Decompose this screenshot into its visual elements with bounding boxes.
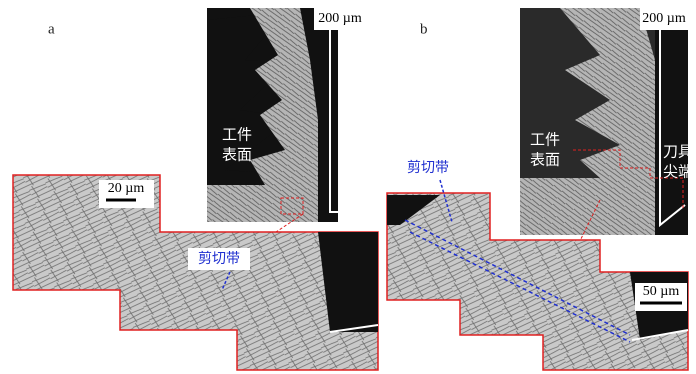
scale-bar-label: 20 µm <box>108 181 145 196</box>
scale-bar-label: 200 µm <box>318 11 362 26</box>
figure: 200 µm 工件 表面 刀具 尖端 20 µm 剪切带 a 200 µm 工件… <box>0 0 696 374</box>
workpiece-label: 工件 <box>222 126 252 144</box>
shear-band-label: 剪切带 <box>198 251 240 267</box>
shear-band-label: 剪切带 <box>407 160 449 176</box>
workpiece-label: 表面 <box>222 146 252 164</box>
panel-label: b <box>420 21 428 37</box>
panel-label: a <box>48 21 55 37</box>
tool-tip-label: 尖端 <box>338 164 368 182</box>
overview-a: 200 µm 工件 表面 刀具 尖端 <box>207 8 368 222</box>
workpiece-label: 工件 <box>530 131 560 149</box>
scale-bar-label: 50 µm <box>643 284 680 299</box>
tool-tip-label: 刀具 <box>663 143 693 161</box>
scale-bar-label: 200 µm <box>642 11 686 26</box>
tool-tip-label: 尖端 <box>663 163 693 181</box>
tool-tip-label: 刀具 <box>338 144 368 162</box>
overview-b: 200 µm 工件 表面 刀具 尖端 <box>520 8 693 235</box>
workpiece-label: 表面 <box>530 151 560 169</box>
